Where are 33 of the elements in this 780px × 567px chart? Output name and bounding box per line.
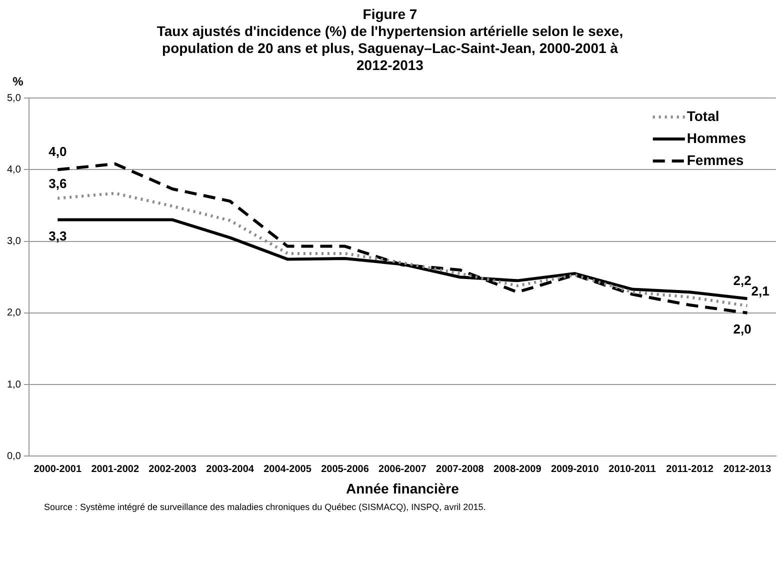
data-label: 2,1 bbox=[751, 283, 770, 298]
data-label: 2,2 bbox=[733, 273, 752, 288]
y-tick-label: 4,0 bbox=[6, 164, 22, 176]
source-note: Source : Système intégré de surveillance des maladies chroniques du Québec (SISMACQ), INSPQ, avril 2015. bbox=[44, 502, 487, 512]
x-tick-label: 2005-2006 bbox=[321, 464, 370, 475]
legend-label: Femmes bbox=[686, 152, 744, 168]
x-tick-label: 2011-2012 bbox=[666, 464, 714, 475]
data-label: 2,0 bbox=[733, 322, 752, 336]
y-tick-label: 5,0 bbox=[6, 92, 22, 104]
data-label: 3,3 bbox=[48, 228, 67, 244]
y-axis-title: % bbox=[12, 74, 24, 88]
x-tick-label: 2002-2003 bbox=[148, 464, 197, 475]
x-tick-label: 2009-2010 bbox=[550, 464, 600, 475]
chart-subtitle: Taux ajustés d'incidence (%) de l'hypertension artérielle selon le sexe, population de 20 ans et plus, Saguenay–Lac-Saint-Jean, 2000-2001 à 2012-2013 bbox=[156, 23, 624, 74]
x-tick-label: 2006-2007 bbox=[378, 464, 427, 475]
chart-title: Figure 7 bbox=[362, 6, 418, 23]
x-tick-label: 2003-2004 bbox=[206, 464, 254, 475]
x-tick-label: 2000-2001 bbox=[34, 464, 82, 475]
x-tick-label: 2001-2002 bbox=[91, 464, 140, 475]
y-tick-label: 3,0 bbox=[6, 236, 22, 248]
data-label: 3,6 bbox=[48, 176, 67, 191]
legend-label: Hommes bbox=[686, 130, 746, 146]
y-tick-label: 0,0 bbox=[6, 450, 22, 462]
x-tick-label: 2004-2005 bbox=[264, 464, 312, 475]
x-tick-label: 2010-2011 bbox=[608, 464, 656, 475]
x-tick-label: 2007-2008 bbox=[436, 464, 484, 475]
x-tick-label: 2012-2013 bbox=[723, 464, 772, 475]
x-axis-title: Année financière bbox=[346, 480, 460, 496]
x-tick-label: 2008-2009 bbox=[493, 464, 542, 475]
y-tick-label: 2,0 bbox=[6, 308, 22, 319]
y-tick-label: 1,0 bbox=[6, 379, 22, 390]
data-label: 4,0 bbox=[48, 144, 67, 160]
legend-label: Total bbox=[686, 108, 720, 124]
